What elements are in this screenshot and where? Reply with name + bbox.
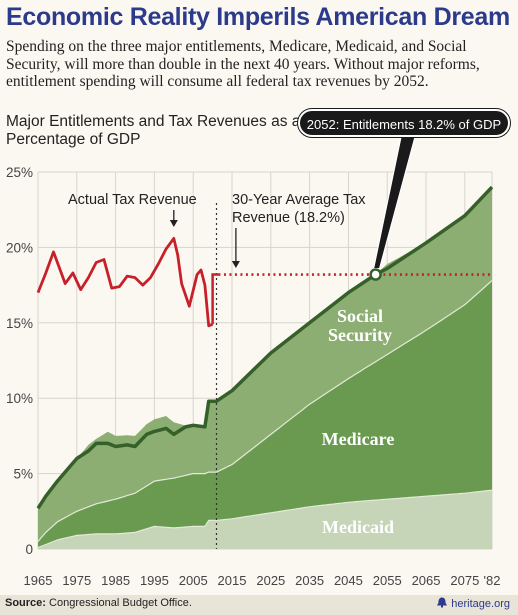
tax-connector-line [211, 273, 219, 325]
x-tick-label: 1985 [101, 573, 130, 588]
actual-tax-line [36, 237, 214, 328]
layer-boundary-line [37, 280, 493, 542]
average-tax-label-line2: Revenue (18.2%) [232, 210, 345, 226]
chart-title: Major Entitlements and Tax Revenues as a… [6, 113, 301, 148]
social-security-label-line1: Social [337, 306, 383, 326]
x-tick-label: 2005 [179, 573, 208, 588]
liberty-bell-icon [437, 597, 448, 608]
chart: 0 5% 10% 15% 20% 25% 1965 1975 1985 1995 2005 2015… [6, 136, 501, 588]
y-tick-label: 25% [6, 165, 33, 180]
layer-boundary-line [37, 489, 493, 549]
x-tick-label: 2025 [256, 573, 285, 588]
y-axis-ticks: 0 5% 10% 15% 20% 25% [6, 165, 33, 557]
crossover-callout: 2052: Entitlements 18.2% of GDP [298, 109, 510, 137]
x-axis-ticks: 1965 1975 1985 1995 2005 2015 2025 2035 2045 2055… [24, 573, 501, 588]
area-medicaid [38, 490, 492, 549]
x-tick-label: 1975 [62, 573, 91, 588]
arrow-head-icon [169, 220, 178, 227]
y-tick-label: 20% [6, 240, 33, 255]
x-tick-label: 2015 [218, 573, 247, 588]
callout-leader [372, 136, 416, 270]
source-text: Congressional Budget Office. [49, 597, 192, 609]
x-tick-label: 2035 [295, 573, 324, 588]
brand-link[interactable]: heritage.org [436, 597, 510, 610]
stacked-areas [38, 187, 492, 549]
x-tick-label: 2065 [412, 573, 441, 588]
y-tick-label: 15% [6, 316, 33, 331]
x-tick-label: '82 [484, 573, 501, 588]
medicaid-label: Medicaid [322, 517, 394, 537]
source-note: Source: Congressional Budget Office. [5, 597, 192, 609]
brand-text: heritage.org [451, 598, 510, 610]
x-tick-label: 2055 [373, 573, 402, 588]
x-tick-label: 1965 [24, 573, 53, 588]
actual-tax-label: Actual Tax Revenue [68, 192, 197, 208]
source-label: Source: [5, 597, 46, 609]
page-subtitle: Spending on the three major entitlements… [6, 38, 480, 90]
medicare-label: Medicare [322, 429, 395, 449]
annotations: Actual Tax Revenue 30-Year Average Tax Rev… [68, 136, 416, 537]
y-tick-label: 10% [6, 391, 33, 406]
entitlements-total-line [36, 185, 494, 510]
crossover-marker [369, 268, 382, 281]
x-tick-label: 1995 [140, 573, 169, 588]
y-tick-label: 5% [13, 467, 33, 482]
average-tax-label-line1: 30-Year Average Tax [232, 192, 366, 208]
social-security-label-line2: Security [328, 325, 392, 345]
area-medicare [38, 280, 492, 548]
y-tick-label: 0 [25, 542, 33, 557]
x-tick-label: 2045 [334, 573, 363, 588]
page-title: Economic Reality Imperils American Dream [6, 3, 510, 31]
footer: Source: Congressional Budget Office. her… [0, 595, 518, 615]
series-lines [36, 185, 494, 549]
tax-revenue-series [36, 237, 492, 328]
arrow-head-icon [231, 261, 240, 268]
x-tick-label: 2075 [450, 573, 479, 588]
